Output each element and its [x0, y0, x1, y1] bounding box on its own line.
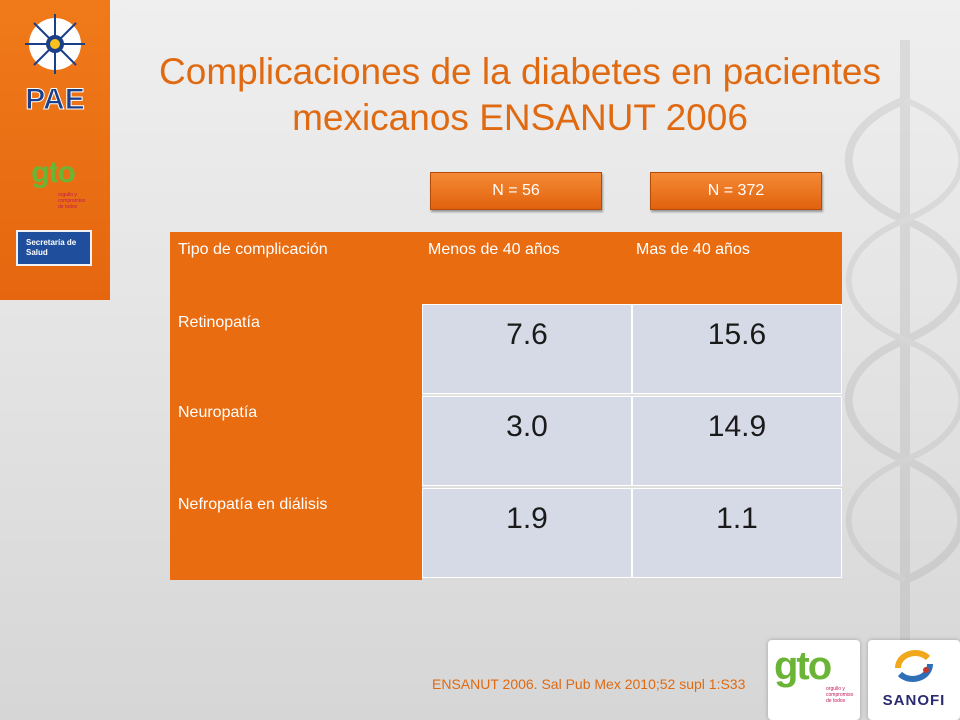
gto-logo-bottom: gto orgullo y compromiso de todos	[768, 640, 860, 720]
header-under-40: Menos de 40 años	[428, 241, 560, 258]
table-row: 7.6 15.6	[422, 304, 842, 394]
complications-table: Tipo de complicación Menos de 40 años Ma…	[170, 232, 842, 580]
caduceus-watermark	[845, 40, 960, 680]
sanofi-logo: SANOFI	[868, 640, 960, 720]
sidebar-logos: PAE gto orgullo y compromiso de todos Se…	[0, 0, 110, 300]
cell-nefropatia-over-40: 1.1	[632, 488, 842, 578]
row-label-retinopatia: Retinopatía	[178, 314, 260, 331]
gto-bottom-tagline: orgullo y compromiso de todos	[826, 686, 854, 704]
gto-logo-text: gto	[31, 156, 76, 189]
cell-neuropatia-over-40: 14.9	[632, 396, 842, 486]
sample-size-under-40: N = 56	[430, 172, 602, 210]
sanofi-mark-icon	[895, 650, 933, 682]
row-labels-column: Retinopatía Neuropatía Nefropatía en diá…	[170, 304, 422, 580]
cell-retinopatia-under-40: 7.6	[422, 304, 632, 394]
source-citation: ENSANUT 2006. Sal Pub Mex 2010;52 supl 1…	[432, 676, 746, 692]
table-row: 3.0 14.9	[422, 396, 842, 486]
svg-text:PAE: PAE	[25, 83, 84, 116]
gto-logo: gto orgullo y compromiso de todos	[18, 148, 88, 218]
row-label-neuropatia: Neuropatía	[178, 404, 258, 421]
header-complication-type: Tipo de complicación	[178, 241, 328, 258]
sample-size-over-40: N = 372	[650, 172, 822, 210]
sanofi-logo-text: SANOFI	[882, 692, 946, 709]
table-row: 1.9 1.1	[422, 488, 842, 578]
cell-nefropatia-under-40: 1.9	[422, 488, 632, 578]
cell-neuropatia-under-40: 3.0	[422, 396, 632, 486]
secretaria-salud-logo: Secretaría de Salud	[16, 230, 92, 266]
page-title: Complicaciones de la diabetes en pacient…	[159, 50, 881, 138]
cell-retinopatia-over-40: 15.6	[632, 304, 842, 394]
gto-tagline: orgullo y compromiso de todos	[58, 192, 86, 210]
pae-logo: PAE	[25, 14, 85, 117]
table-header-row: Tipo de complicación Menos de 40 años Ma…	[170, 232, 842, 304]
header-over-40: Mas de 40 años	[636, 241, 750, 258]
row-label-nefropatia: Nefropatía en diálisis	[178, 496, 328, 513]
gto-logo-bottom-text: gto	[774, 644, 832, 688]
